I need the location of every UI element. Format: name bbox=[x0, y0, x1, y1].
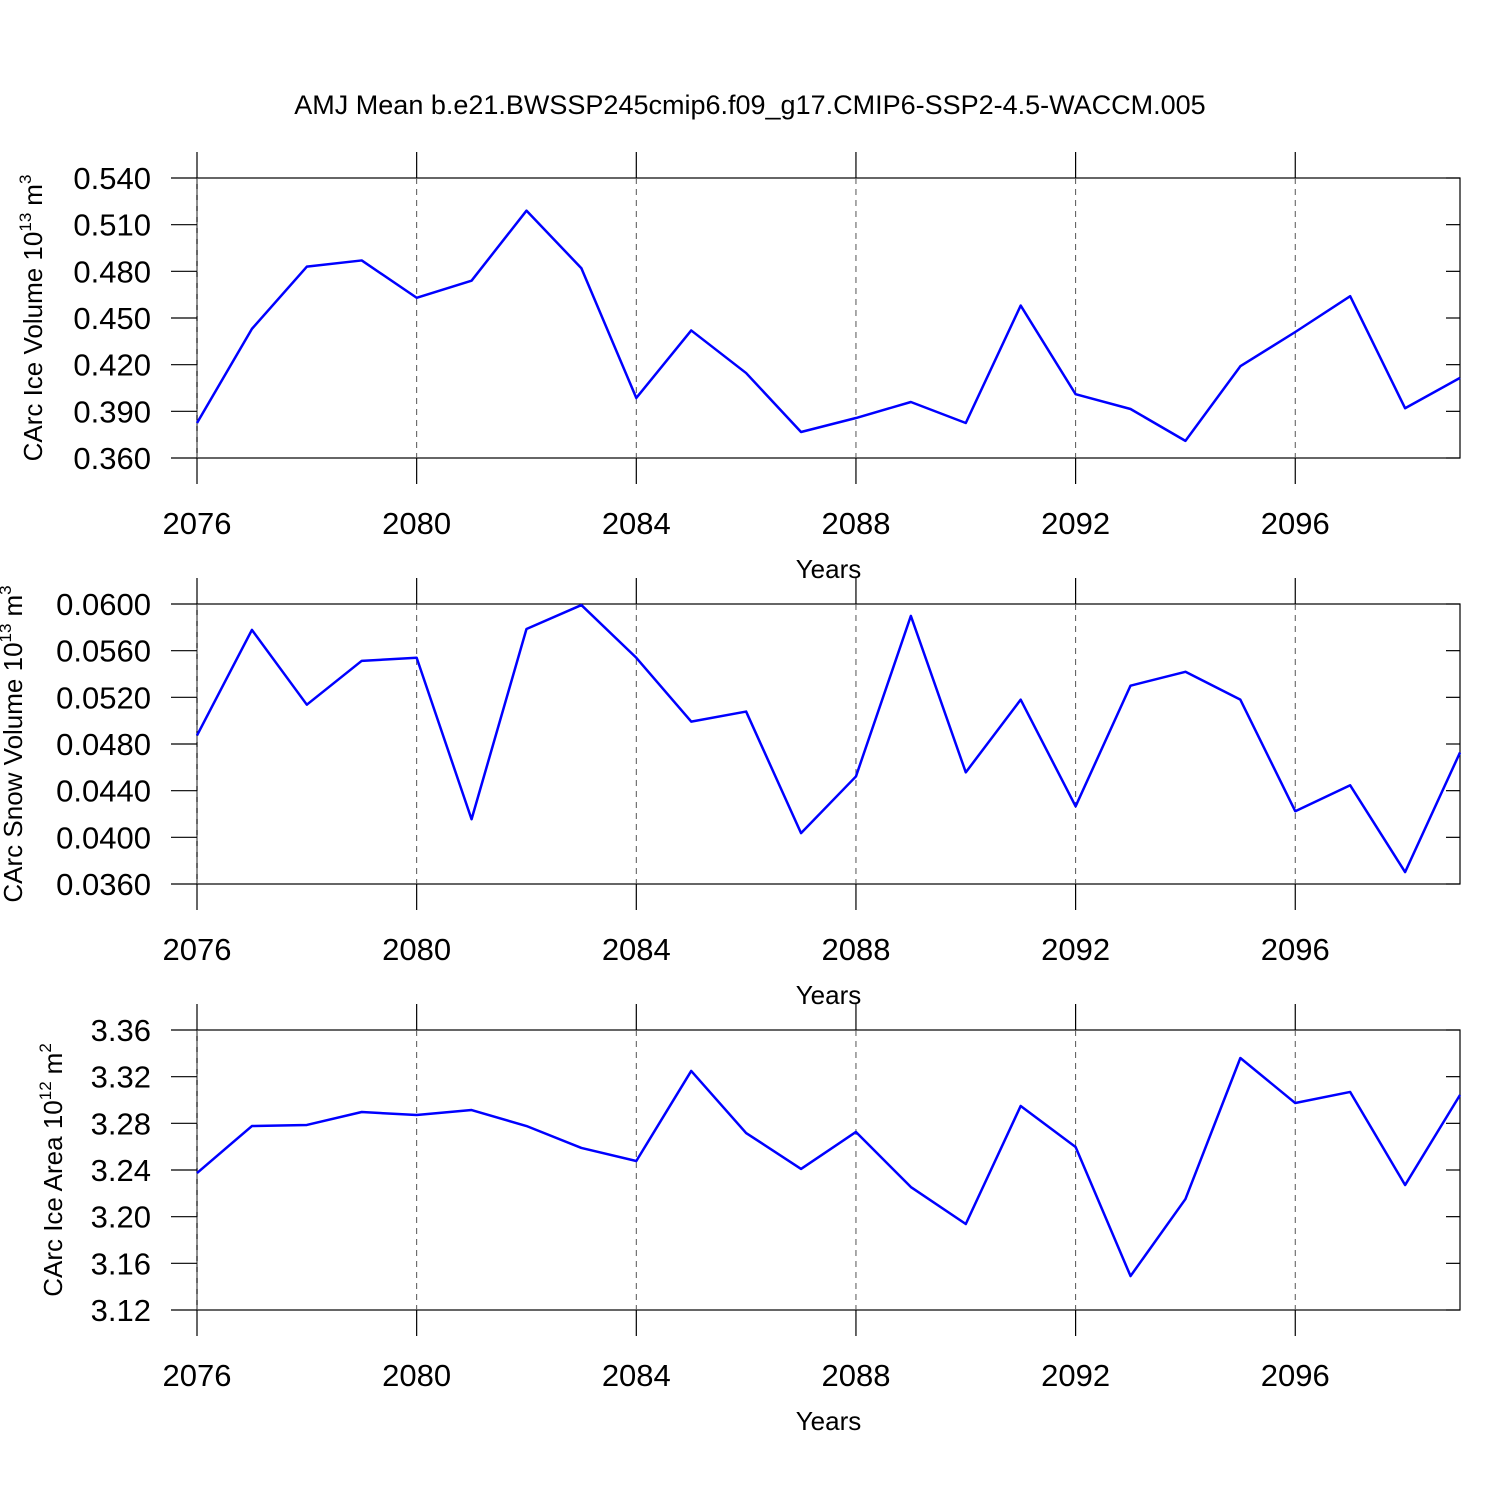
y-axis-label-unit: m bbox=[0, 595, 28, 617]
y-axis-label-text: CArc Ice Area 10 bbox=[38, 1100, 68, 1297]
y-axis-label-unit-exponent: 2 bbox=[36, 1043, 55, 1052]
x-tick-label: 2084 bbox=[602, 1358, 671, 1393]
data-line bbox=[196, 1056, 1462, 1278]
x-tick-label: 2076 bbox=[163, 932, 232, 967]
y-tick-label: 3.32 bbox=[91, 1060, 151, 1095]
y-tick-label: 0.480 bbox=[73, 254, 151, 289]
y-axis-label-unit-exponent: 3 bbox=[16, 175, 35, 184]
x-tick-label: 2092 bbox=[1041, 506, 1110, 541]
plot-frame bbox=[196, 603, 1461, 885]
x-tick-label: 2080 bbox=[382, 506, 451, 541]
y-axis-label-text: CArc Snow Volume 10 bbox=[0, 642, 28, 902]
x-tick-label: 2084 bbox=[602, 932, 671, 967]
y-tick-label: 3.12 bbox=[91, 1293, 151, 1328]
y-axis-label: CArc Snow Volume 1013 m3 bbox=[0, 585, 28, 902]
x-tick-label: 2076 bbox=[163, 1358, 232, 1393]
y-axis-label: CArc Ice Volume 1013 m3 bbox=[16, 175, 48, 462]
y-tick-label: 0.540 bbox=[73, 161, 151, 196]
y-tick-label: 3.24 bbox=[91, 1153, 151, 1188]
x-tick-label: 2076 bbox=[163, 506, 232, 541]
y-axis-label-exponent: 13 bbox=[0, 624, 15, 643]
y-tick-label: 0.0400 bbox=[56, 820, 151, 855]
x-tick-label: 2088 bbox=[821, 1358, 890, 1393]
x-tick-label: 2088 bbox=[821, 932, 890, 967]
x-tick-label: 2096 bbox=[1261, 506, 1330, 541]
x-tick-label: 2080 bbox=[382, 932, 451, 967]
y-axis-label-text: CArc Ice Volume 10 bbox=[18, 232, 48, 462]
y-axis-label-unit: m bbox=[38, 1053, 68, 1075]
x-axis-label: Years bbox=[796, 554, 862, 584]
y-tick-label: 3.28 bbox=[91, 1106, 151, 1141]
y-tick-label: 0.0600 bbox=[56, 587, 151, 622]
y-tick-label: 3.36 bbox=[91, 1013, 151, 1048]
y-axis-label-exponent: 13 bbox=[16, 213, 35, 232]
x-tick-label: 2096 bbox=[1261, 932, 1330, 967]
chart-title: AMJ Mean b.e21.BWSSP245cmip6.f09_g17.CMI… bbox=[294, 90, 1205, 120]
y-tick-label: 0.510 bbox=[73, 208, 151, 243]
x-tick-label: 2096 bbox=[1261, 1358, 1330, 1393]
y-tick-label: 0.0520 bbox=[56, 680, 151, 715]
y-axis-label: CArc Ice Area 1012 m2 bbox=[36, 1043, 68, 1297]
x-tick-label: 2092 bbox=[1041, 932, 1110, 967]
y-tick-label: 0.0440 bbox=[56, 774, 151, 809]
x-tick-label: 2084 bbox=[602, 506, 671, 541]
y-axis-label-unit-exponent: 3 bbox=[0, 585, 15, 594]
y-tick-label: 3.20 bbox=[91, 1200, 151, 1235]
y-tick-label: 3.16 bbox=[91, 1246, 151, 1281]
y-axis-label-unit: m bbox=[18, 184, 48, 206]
x-tick-label: 2088 bbox=[821, 506, 890, 541]
y-tick-label: 0.360 bbox=[73, 441, 151, 476]
y-tick-label: 0.0480 bbox=[56, 727, 151, 762]
y-tick-label: 0.450 bbox=[73, 301, 151, 336]
x-axis-label: Years bbox=[796, 1406, 862, 1436]
x-tick-label: 2092 bbox=[1041, 1358, 1110, 1393]
plot-frame bbox=[196, 177, 1461, 459]
data-line bbox=[195, 603, 1462, 874]
x-tick-label: 2080 bbox=[382, 1358, 451, 1393]
plot-frame bbox=[196, 1029, 1461, 1311]
data-line bbox=[195, 209, 1461, 443]
y-axis-label-exponent: 12 bbox=[36, 1081, 55, 1100]
y-tick-label: 0.0560 bbox=[56, 634, 151, 669]
y-tick-label: 0.0360 bbox=[56, 867, 151, 902]
y-tick-label: 0.390 bbox=[73, 394, 151, 429]
x-axis-label: Years bbox=[796, 980, 862, 1010]
y-tick-label: 0.420 bbox=[73, 348, 151, 383]
